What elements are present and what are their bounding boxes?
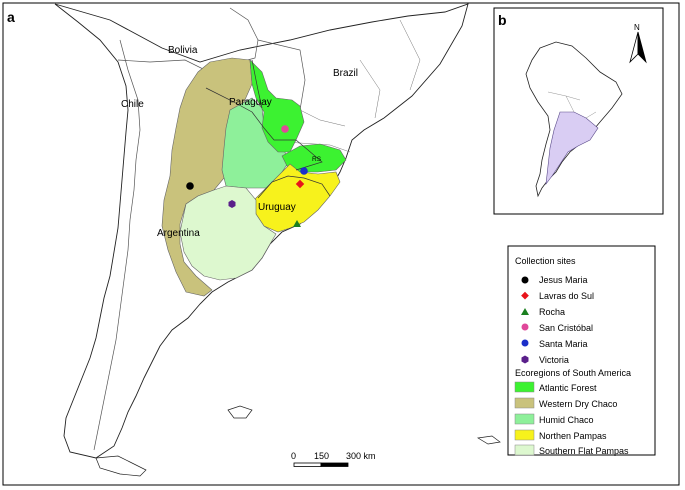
label-argentina: Argentina xyxy=(157,228,200,239)
brazil-bolivia-border xyxy=(257,39,306,111)
site-rocha-marker xyxy=(293,220,301,227)
label-rs: RS xyxy=(312,156,322,163)
falkland-islands xyxy=(227,405,253,419)
scale-bar-segment-2 xyxy=(320,462,349,467)
site-lavras-do-sul-marker xyxy=(295,179,305,189)
chile-argentina-border xyxy=(93,39,141,451)
legend-label-jesus-maria: Jesus Maria xyxy=(539,275,588,285)
legend-label-humid-chaco: Humid Chaco xyxy=(539,415,594,425)
panel-b-inset: b N xyxy=(493,7,664,215)
scale-tick-300: 300 km xyxy=(346,451,376,461)
legend-site-item: Victoria xyxy=(521,355,569,365)
legend-swatch-southern-flat-pampas xyxy=(514,444,535,456)
panel-a-label: a xyxy=(7,9,15,25)
inset-study-area xyxy=(545,111,599,186)
panel-b-label: b xyxy=(498,12,507,28)
label-uruguay: Uruguay xyxy=(258,202,296,213)
scale-tick-0: 0 xyxy=(291,451,296,461)
legend-marker-rocha xyxy=(521,308,529,315)
scale-bar: 0 150 300 km xyxy=(291,451,376,467)
argentina-brazil-border xyxy=(295,139,323,171)
site-santa-maria-marker xyxy=(300,167,308,175)
legend-marker-lavras-do-sul xyxy=(521,291,529,300)
legend-swatch-western-dry-chaco xyxy=(514,397,535,409)
legend-swatch-northen-pampas xyxy=(514,429,535,441)
ecoregion-atlantic-forest-north xyxy=(249,59,305,153)
legend-marker-jesus-maria xyxy=(521,276,529,284)
uruguay-border xyxy=(257,175,331,199)
legend-label-western-dry-chaco: Western Dry Chaco xyxy=(539,399,617,409)
legend-label-santa-maria: Santa Maria xyxy=(539,339,588,349)
legend-ecoregion-item: Atlantic Forest xyxy=(514,381,597,393)
legend: Collection sites Jesus Maria Lavras do S… xyxy=(507,245,656,456)
legend-label-rocha: Rocha xyxy=(539,307,565,317)
legend-label-southern-flat-pampas: Southern Flat Pampas xyxy=(539,446,629,456)
legend-ecoregion-item: Western Dry Chaco xyxy=(514,397,617,409)
legend-label-victoria: Victoria xyxy=(539,355,569,365)
legend-site-item: Rocha xyxy=(521,307,565,317)
south-georgia-island xyxy=(476,435,501,445)
label-brazil: Brazil xyxy=(333,68,358,79)
label-chile: Chile xyxy=(121,99,144,110)
site-san-cristobal-marker xyxy=(281,125,289,133)
legend-ecoregion-item: Southern Flat Pampas xyxy=(514,444,629,456)
site-victoria-marker xyxy=(228,200,236,208)
legend-site-item: Jesus Maria xyxy=(521,275,588,285)
legend-site-item: San Cristóbal xyxy=(521,323,593,333)
legend-swatch-atlantic-forest xyxy=(514,381,535,393)
legend-marker-san-cristobal xyxy=(521,323,529,331)
tierra-del-fuego xyxy=(95,455,147,477)
legend-site-item: Lavras do Sul xyxy=(521,291,594,301)
legend-ecoregion-item: Northen Pampas xyxy=(514,429,607,441)
north-arrow-icon: N xyxy=(629,23,647,64)
legend-site-item: Santa Maria xyxy=(521,339,588,349)
legend-sites-title: Collection sites xyxy=(515,256,576,266)
north-arrow-label: N xyxy=(634,23,640,32)
brazil-state-lines xyxy=(284,19,421,153)
legend-label-northen-pampas: Northen Pampas xyxy=(539,431,607,441)
label-paraguay: Paraguay xyxy=(229,97,272,108)
legend-marker-santa-maria xyxy=(521,339,529,347)
paraguay-border xyxy=(205,59,296,141)
legend-label-atlantic-forest: Atlantic Forest xyxy=(539,383,597,393)
inset-internal-borders xyxy=(547,91,597,119)
legend-ecoregions-title: Ecoregions of South America xyxy=(515,368,631,378)
scale-tick-150: 150 xyxy=(314,451,329,461)
legend-swatch-humid-chaco xyxy=(514,413,535,425)
legend-marker-victoria xyxy=(521,355,529,364)
label-bolivia: Bolivia xyxy=(168,45,198,56)
legend-label-lavras-do-sul: Lavras do Sul xyxy=(539,291,594,301)
ecoregion-southern-flat-pampas xyxy=(179,185,277,281)
scale-bar-segment-1 xyxy=(293,462,322,467)
site-jesus-maria-marker xyxy=(186,182,194,190)
legend-label-san-cristobal: San Cristóbal xyxy=(539,323,593,333)
legend-ecoregion-item: Humid Chaco xyxy=(514,413,594,425)
